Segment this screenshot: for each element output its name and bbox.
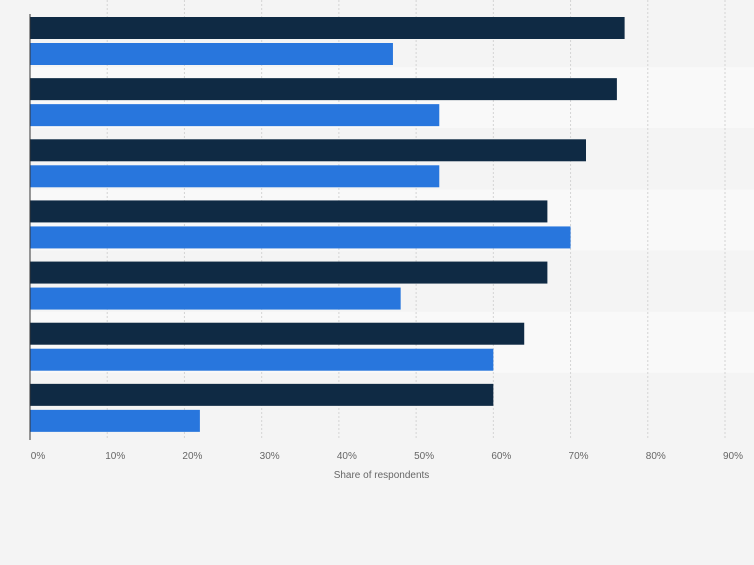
bar-series-1	[30, 261, 548, 284]
x-tick-label: 50%	[414, 451, 434, 462]
x-tick-label: 20%	[182, 451, 202, 462]
x-tick-label: 80%	[646, 451, 666, 462]
bar-series-2	[30, 348, 494, 371]
bar-series-2	[30, 43, 393, 65]
bar-series-2	[30, 226, 571, 249]
bar-series-1	[30, 383, 494, 406]
bar-series-1	[30, 322, 525, 345]
bar-series-1	[30, 139, 586, 162]
bar-series-2	[30, 165, 440, 188]
x-axis-ticks: 0% 10% 20% 30% 40% 50% 60% 70% 80% 90%	[31, 451, 743, 462]
x-tick-label: 70%	[569, 451, 589, 462]
x-tick-label: 60%	[491, 451, 511, 462]
x-tick-label: 90%	[723, 451, 743, 462]
x-tick-label: 0%	[31, 451, 46, 462]
bar-series-1	[30, 200, 548, 223]
bar-series-2	[30, 287, 401, 310]
x-tick-label: 40%	[337, 451, 357, 462]
bar-series-1	[30, 78, 617, 101]
x-tick-label: 30%	[260, 451, 280, 462]
x-tick-label: 10%	[105, 451, 125, 462]
bar-series-1	[30, 17, 625, 39]
x-axis-title: Share of respondents	[334, 470, 430, 481]
bar-series-2	[30, 104, 440, 127]
bars	[30, 17, 625, 432]
bar-series-2	[30, 409, 200, 432]
